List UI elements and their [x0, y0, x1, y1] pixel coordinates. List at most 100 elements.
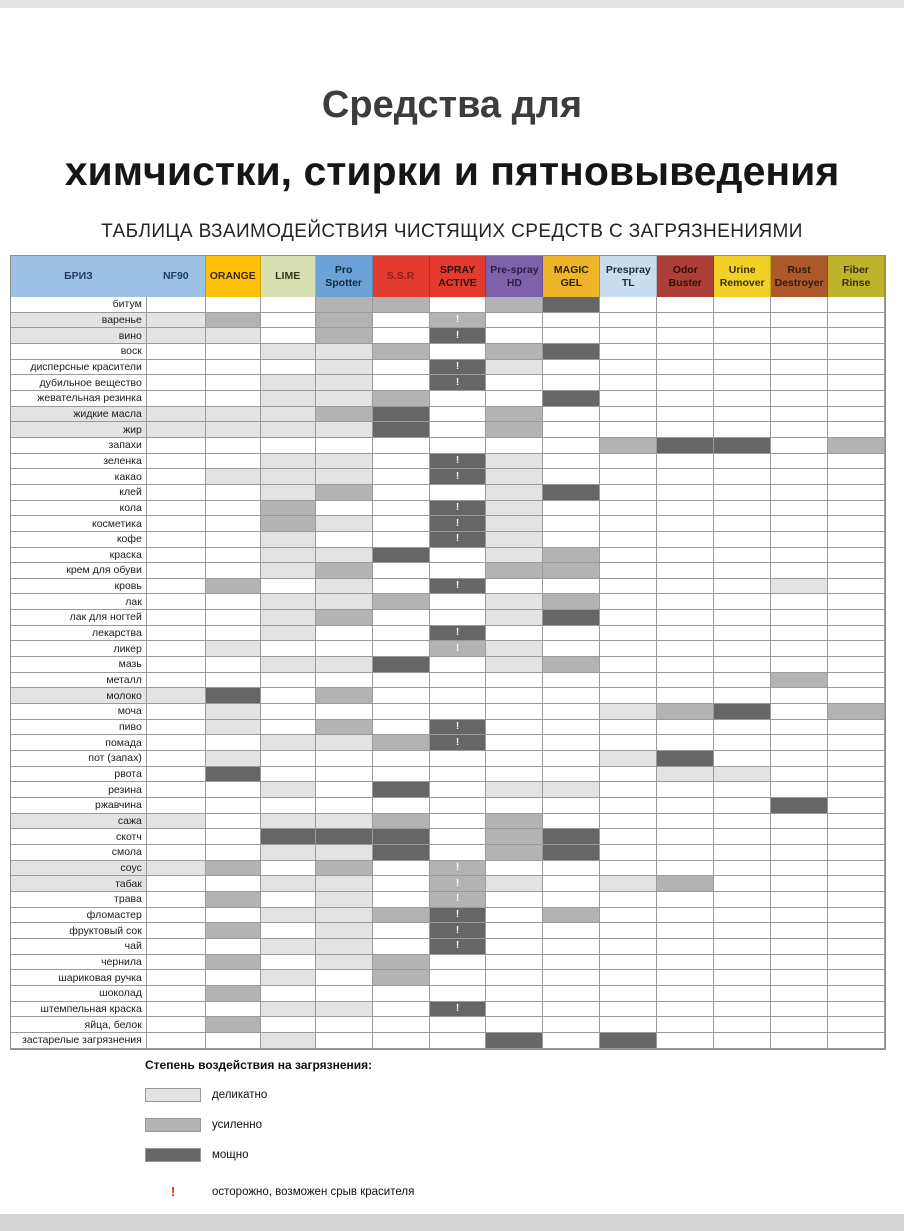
legend-item: усиленно	[145, 1118, 414, 1132]
table-cell	[315, 1032, 373, 1049]
table-cell	[146, 813, 206, 830]
table-cell	[771, 531, 829, 548]
table-row: варенье!	[11, 312, 886, 329]
table-cell	[146, 563, 206, 579]
row-label: варенье	[11, 312, 147, 329]
table-cell	[372, 735, 430, 752]
table-row: рвота	[11, 766, 886, 783]
table-cell	[372, 954, 430, 971]
table-cell	[315, 531, 373, 548]
table-cell	[486, 782, 544, 798]
table-cell	[429, 484, 487, 501]
table-row: кола!	[11, 500, 886, 517]
row-label: застарелые загрязнения	[11, 1032, 147, 1049]
table-cell	[600, 469, 658, 485]
table-cell	[714, 437, 772, 454]
table-cell	[372, 1032, 430, 1049]
table-cell	[486, 390, 544, 407]
table-cell	[146, 938, 206, 955]
table-row: дисперсные красители!	[11, 359, 886, 376]
table-cell	[771, 594, 829, 611]
table-cell	[486, 531, 544, 548]
table-cell	[657, 359, 715, 376]
table-cell	[828, 484, 886, 501]
table-cell	[315, 876, 373, 892]
table-cell	[315, 751, 373, 767]
table-cell	[771, 1001, 829, 1018]
table-cell	[205, 328, 261, 344]
table-cell	[657, 563, 715, 579]
row-label: косметика	[11, 516, 147, 532]
table-cell	[372, 406, 430, 423]
table-cell	[486, 798, 544, 814]
table-cell	[771, 704, 829, 720]
column-header-brand: БРИЗ	[11, 256, 147, 297]
table-cell	[771, 688, 829, 705]
table-cell	[828, 500, 886, 517]
table-cell	[260, 782, 316, 798]
table-cell	[828, 328, 886, 344]
table-cell	[372, 469, 430, 485]
table-cell	[146, 923, 206, 939]
dye-warning-mark: !	[455, 627, 460, 639]
table-cell	[657, 437, 715, 454]
table-cell	[146, 531, 206, 548]
table-cell	[828, 970, 886, 986]
table-cell	[260, 923, 316, 939]
table-cell	[429, 297, 487, 313]
table-cell	[714, 938, 772, 955]
table-cell	[205, 860, 261, 877]
row-label: моча	[11, 704, 147, 720]
table-cell	[205, 907, 261, 924]
table-cell	[205, 782, 261, 798]
table-cell	[714, 923, 772, 939]
row-label: сажа	[11, 813, 147, 830]
table-cell	[600, 704, 658, 720]
table-cell	[429, 970, 487, 986]
table-cell	[205, 422, 261, 438]
table-cell	[146, 735, 206, 752]
table-cell	[771, 547, 829, 564]
table-cell	[315, 782, 373, 798]
table-cell	[486, 516, 544, 532]
table-cell	[657, 672, 715, 689]
table-cell	[657, 735, 715, 752]
table-cell	[771, 625, 829, 642]
table-cell	[429, 343, 487, 360]
table-cell	[714, 688, 772, 705]
table-cell	[828, 469, 886, 485]
column-header-product: Pro Spotter	[315, 256, 373, 297]
table-cell	[486, 813, 544, 830]
table-cell	[372, 813, 430, 830]
table-cell	[657, 829, 715, 845]
table-cell	[657, 1032, 715, 1049]
table-cell: !	[429, 891, 487, 908]
table-cell	[315, 860, 373, 877]
table-cell: !	[429, 860, 487, 877]
table-cell: !	[429, 375, 487, 391]
table-cell	[429, 547, 487, 564]
table-cell	[714, 641, 772, 658]
table-cell	[372, 1017, 430, 1033]
table-cell	[828, 625, 886, 642]
table-cell	[543, 437, 601, 454]
table-cell	[146, 375, 206, 391]
row-label: ржавчина	[11, 798, 147, 814]
table-cell	[657, 594, 715, 611]
table-cell	[260, 594, 316, 611]
table-row: трава!	[11, 891, 886, 908]
table-cell	[205, 844, 261, 861]
table-cell	[146, 672, 206, 689]
table-cell	[657, 751, 715, 767]
legend-title: Степень воздействия на загрязнения:	[145, 1058, 373, 1072]
table-cell	[828, 782, 886, 798]
table-cell	[657, 531, 715, 548]
table-cell	[372, 672, 430, 689]
table-cell	[657, 406, 715, 423]
table-cell	[771, 954, 829, 971]
table-cell	[543, 938, 601, 955]
table-cell	[714, 719, 772, 736]
table-row: запахи	[11, 437, 886, 454]
table-cell	[486, 359, 544, 376]
table-cell	[828, 343, 886, 360]
